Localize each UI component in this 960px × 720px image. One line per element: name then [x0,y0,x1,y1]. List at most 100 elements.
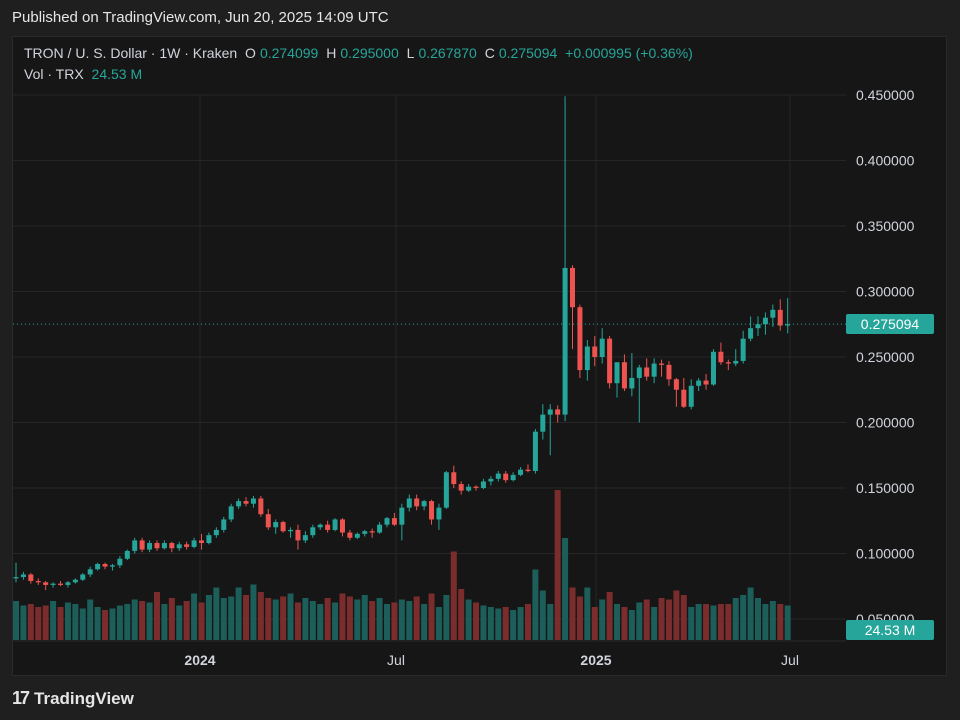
candle[interactable] [547,404,553,456]
candle[interactable] [607,336,613,389]
candle[interactable] [599,328,605,364]
candle[interactable] [518,467,524,477]
candle[interactable] [288,527,294,538]
candle[interactable] [236,498,242,509]
candle[interactable] [555,405,561,423]
symbol-label[interactable]: TRON / U. S. Dollar · 1W · Kraken [24,45,238,61]
candle[interactable] [762,312,768,335]
candle[interactable] [109,563,115,571]
candle[interactable] [725,359,731,371]
candle[interactable] [748,316,754,342]
candle[interactable] [221,516,227,533]
candle[interactable] [503,470,509,483]
candle[interactable] [584,339,590,381]
candle[interactable] [666,360,672,386]
candle[interactable] [317,523,323,530]
candle[interactable] [621,354,627,392]
candle[interactable] [258,495,264,517]
candle[interactable] [13,562,19,583]
candle[interactable] [80,573,86,582]
candle[interactable] [718,342,724,365]
candle[interactable] [399,503,405,541]
candle[interactable] [562,96,568,422]
candle[interactable] [362,529,368,537]
candle[interactable] [785,298,791,334]
candle[interactable] [43,581,49,591]
candle[interactable] [532,429,538,474]
candle[interactable] [213,527,219,538]
candle[interactable] [696,377,702,392]
candle[interactable] [577,304,583,378]
candle[interactable] [644,358,650,381]
candle[interactable] [280,520,286,533]
candle[interactable] [302,531,308,544]
candle[interactable] [421,499,427,511]
candle[interactable] [184,541,190,550]
candle[interactable] [50,582,56,588]
candle[interactable] [28,573,34,584]
candle[interactable] [58,581,64,587]
candle[interactable] [339,518,345,537]
candle[interactable] [102,562,108,570]
candle[interactable] [406,494,412,512]
candle[interactable] [458,481,464,495]
candle[interactable] [139,537,145,553]
candle[interactable] [495,470,501,482]
candle[interactable] [199,533,204,550]
candle[interactable] [228,503,234,523]
candle[interactable] [35,578,41,585]
candle[interactable] [466,484,472,492]
candle[interactable] [592,336,598,367]
candle[interactable] [273,519,279,534]
candle[interactable] [147,540,153,553]
candle[interactable] [488,476,494,486]
candle[interactable] [436,503,442,530]
candle[interactable] [629,353,635,397]
candle[interactable] [570,265,575,350]
candle[interactable] [154,540,160,551]
candle[interactable] [443,470,449,509]
candle[interactable] [87,566,93,578]
candle[interactable] [72,578,78,584]
candle[interactable] [473,485,479,491]
candle[interactable] [95,562,101,571]
candle[interactable] [659,359,665,377]
candle[interactable] [377,522,383,534]
candle[interactable] [391,512,397,526]
candle[interactable] [525,464,531,473]
candle[interactable] [295,524,301,550]
candle[interactable] [673,377,679,407]
candle[interactable] [310,524,316,538]
candle[interactable] [169,541,175,553]
candle[interactable] [614,362,620,398]
candle[interactable] [20,571,26,580]
candle[interactable] [191,537,197,549]
candle[interactable] [710,349,716,386]
chart-panel[interactable] [12,36,947,676]
candle[interactable] [681,377,687,409]
candle[interactable] [480,478,486,490]
candle[interactable] [451,465,457,488]
candle[interactable] [243,497,249,507]
candle[interactable] [369,528,375,538]
candle[interactable] [770,304,776,327]
candle[interactable] [777,299,783,331]
candle[interactable] [354,532,360,540]
candle[interactable] [414,494,420,511]
candle[interactable] [651,358,657,384]
candle[interactable] [117,556,123,568]
candle[interactable] [206,532,212,545]
candle[interactable] [132,537,138,554]
candle[interactable] [332,518,338,532]
candle[interactable] [265,508,271,530]
candle[interactable] [347,529,353,541]
candle[interactable] [429,499,435,525]
tradingview-logo[interactable]: 17 TradingView [12,688,134,709]
candle[interactable] [540,404,546,440]
candle[interactable] [688,379,694,410]
candle[interactable] [733,349,739,367]
candle[interactable] [250,495,256,508]
candle[interactable] [636,364,642,423]
candle[interactable] [325,520,331,533]
candle[interactable] [65,581,71,588]
